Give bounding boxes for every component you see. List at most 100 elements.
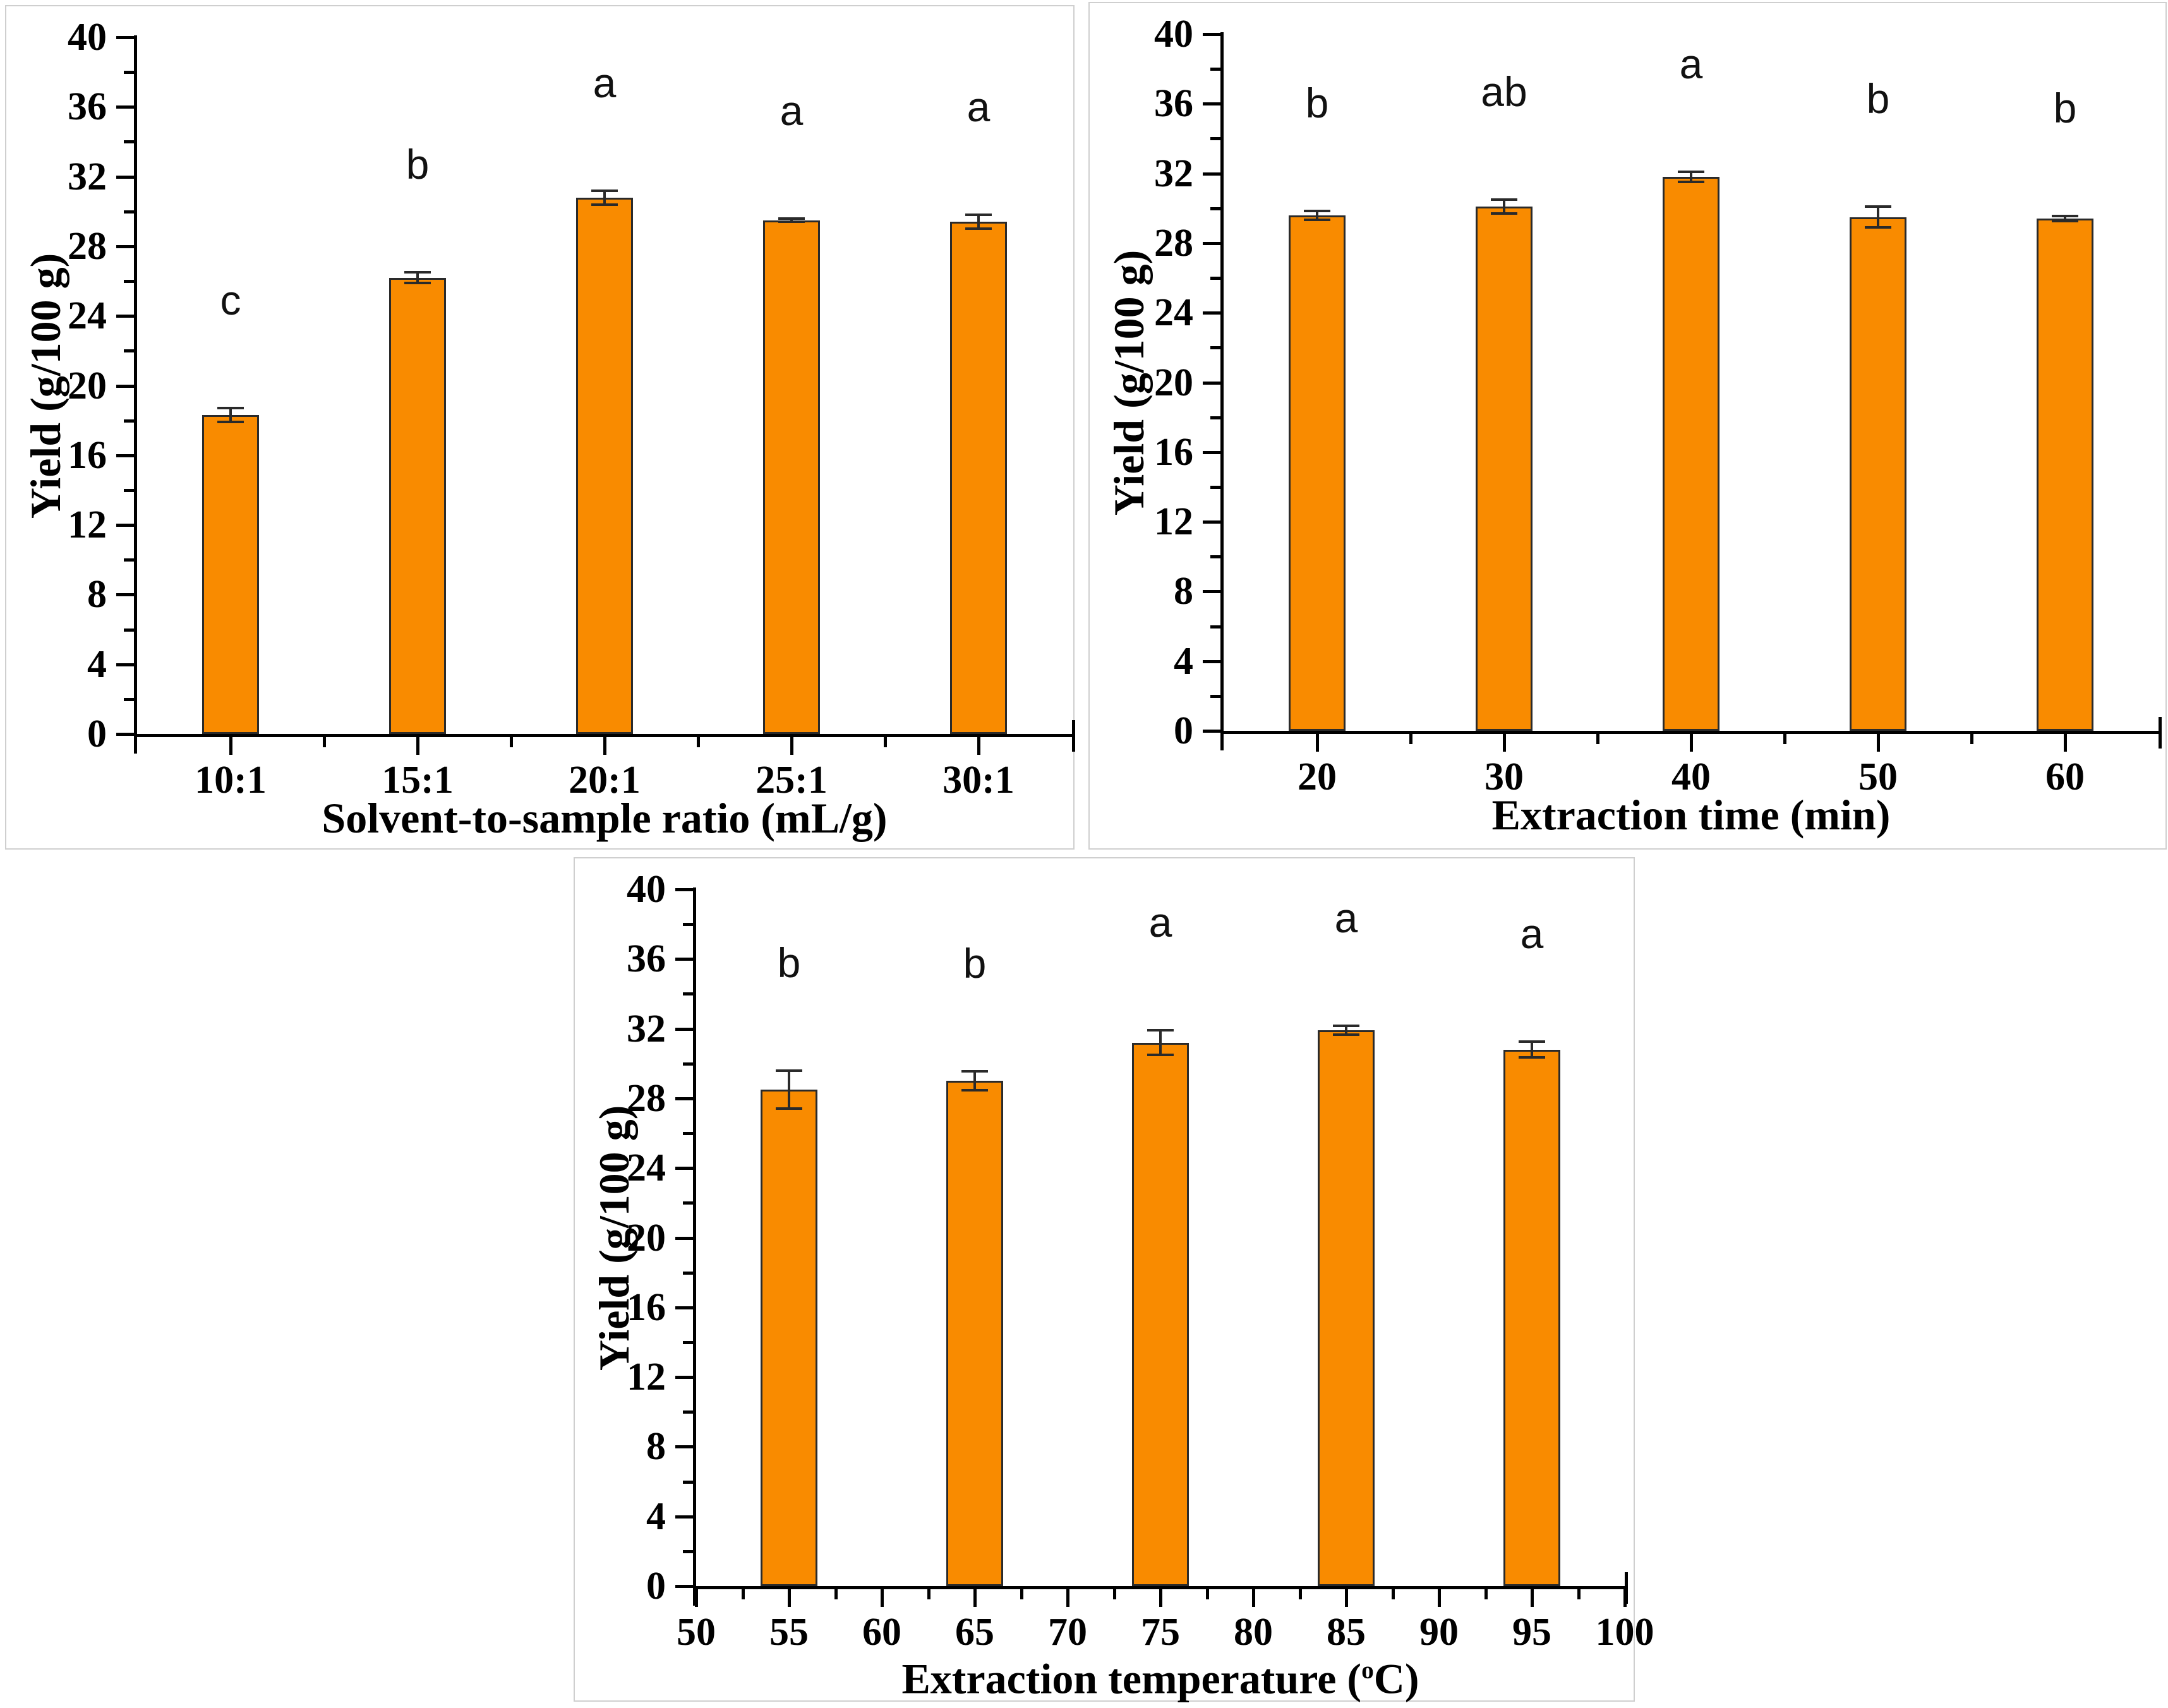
y-minor-tick <box>683 1062 693 1066</box>
y-major-tick <box>116 105 134 109</box>
x-tick-label: 70 <box>1048 1611 1087 1654</box>
x-major-tick <box>977 737 980 755</box>
x-major-tick <box>1623 1589 1627 1607</box>
degree-superscript: o <box>1361 1656 1374 1684</box>
significance-letter: b <box>777 939 801 986</box>
y-major-tick <box>1203 659 1220 663</box>
y-tick-label: 36 <box>68 85 107 129</box>
y-major-tick <box>675 1376 693 1380</box>
y-tick-label: 40 <box>68 16 107 59</box>
bar <box>2037 219 2093 731</box>
error-bar-line <box>790 218 793 222</box>
y-tick-label: 32 <box>627 1007 666 1050</box>
y-tick-label: 40 <box>1154 13 1193 56</box>
error-bar-cap-top <box>1678 170 1704 173</box>
error-bar-line <box>1690 171 1692 183</box>
y-minor-tick <box>1210 346 1220 350</box>
y-minor-tick <box>683 1132 693 1136</box>
bar <box>576 197 633 734</box>
bar <box>950 222 1007 734</box>
error-bar-cap-bottom <box>776 1107 802 1110</box>
y-major-tick <box>1203 102 1220 106</box>
y-minor-tick <box>1210 207 1220 210</box>
y-major-tick <box>1203 590 1220 594</box>
error-bar-cap-bottom <box>404 281 431 284</box>
x-category-label: 20 <box>1298 755 1337 798</box>
x-tick-label: 90 <box>1419 1611 1459 1654</box>
y-tick-label: 8 <box>1174 570 1193 613</box>
error-bar-line <box>1345 1026 1347 1035</box>
y-tick-label: 28 <box>1154 221 1193 265</box>
x-minor-tick <box>323 737 326 747</box>
y-tick-label: 36 <box>627 937 666 981</box>
x-major-tick <box>416 737 419 755</box>
y-tick-label: 4 <box>646 1494 666 1538</box>
y-major-tick <box>1203 172 1220 176</box>
significance-letter: b <box>963 940 987 987</box>
x-minor-tick <box>884 737 887 747</box>
error-bar-cap-top <box>1491 198 1517 201</box>
y-tick-label: 28 <box>627 1076 666 1120</box>
y-minor-tick <box>683 1271 693 1275</box>
error-bar-cap-bottom <box>965 227 992 231</box>
y-axis <box>134 35 137 754</box>
y-minor-tick <box>124 628 134 632</box>
significance-letter: a <box>1148 899 1172 946</box>
y-major-tick <box>675 1306 693 1309</box>
error-bar-cap-bottom <box>961 1089 988 1092</box>
bar <box>1132 1042 1189 1586</box>
y-tick-label: 0 <box>87 713 107 755</box>
error-bar-cap-top <box>217 407 244 410</box>
x-major-tick <box>1531 1589 1534 1607</box>
error-bar-cap-bottom <box>217 421 244 424</box>
y-major-tick <box>116 593 134 597</box>
x-major-tick <box>1877 734 1880 752</box>
error-bar-line <box>1503 199 1505 213</box>
y-minor-tick <box>124 349 134 353</box>
error-bar-line <box>416 272 419 283</box>
panel-extraction-temperature: b b a a a 0 4 8 12 16 20 24 28 32 36 40 50 55 60 65 70 75 80 85… <box>574 857 1654 1703</box>
x-axis-end-tick <box>2159 717 2162 749</box>
y-major-tick <box>116 524 134 527</box>
x-category-label: 30 <box>1484 755 1524 798</box>
y-minor-tick <box>124 697 134 701</box>
error-bar-line <box>1877 206 1879 228</box>
significance-letter: a <box>967 83 991 131</box>
y-tick-label: 32 <box>68 155 107 198</box>
x-major-tick <box>603 737 606 755</box>
y-major-tick <box>1203 520 1220 524</box>
error-bar-cap-bottom <box>1519 1056 1545 1059</box>
error-bar-cap-top <box>591 189 618 192</box>
y-major-tick <box>1203 241 1220 245</box>
x-major-tick <box>2064 734 2067 752</box>
bar <box>1503 1049 1560 1586</box>
x-major-tick <box>973 1589 977 1607</box>
bar <box>763 220 820 734</box>
y-major-tick <box>116 175 134 179</box>
y-major-tick <box>1203 450 1220 454</box>
x-minor-tick <box>1205 1589 1209 1599</box>
y-tick-label: 8 <box>646 1425 666 1469</box>
y-tick-label: 12 <box>627 1356 666 1399</box>
x-tick-label: 65 <box>955 1611 994 1654</box>
y-minor-tick <box>1210 68 1220 71</box>
y-tick-label: 12 <box>68 503 107 547</box>
y-tick-label: 0 <box>1174 709 1193 752</box>
x-minor-tick <box>1577 1589 1581 1599</box>
error-bar-cap-top <box>961 1070 988 1073</box>
error-bar-cap-bottom <box>1147 1053 1174 1056</box>
y-tick-label: 4 <box>87 642 107 686</box>
y-tick-label: 20 <box>68 364 107 407</box>
y-minor-tick <box>124 419 134 423</box>
y-minor-tick <box>683 1549 693 1553</box>
error-bar-cap-bottom <box>1678 181 1704 184</box>
error-bar-cap-bottom <box>1491 212 1517 215</box>
y-major-tick <box>675 1167 693 1170</box>
x-major-tick <box>695 1589 698 1607</box>
y-tick-label: 4 <box>1174 639 1193 683</box>
x-major-tick <box>1503 734 1506 752</box>
y-tick-label: 32 <box>1154 152 1193 195</box>
y-tick-label: 40 <box>627 868 666 911</box>
error-bar-cap-top <box>965 213 992 217</box>
